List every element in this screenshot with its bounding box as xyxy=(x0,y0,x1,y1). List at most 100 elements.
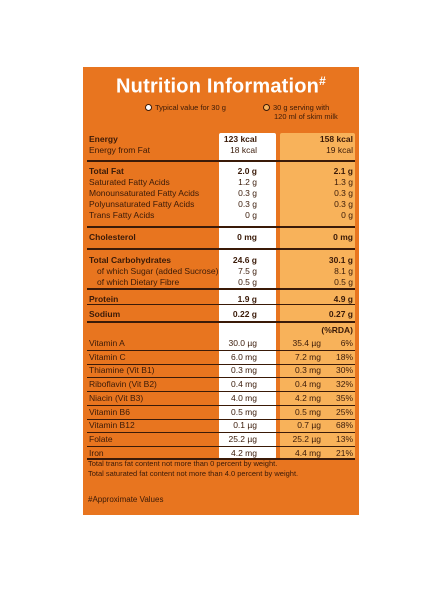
value-serving: 4.9 g xyxy=(333,294,353,304)
value-typical: 25.2 µg xyxy=(228,433,257,444)
row-label: Thiamine (Vit B1) xyxy=(89,365,155,376)
divider-line xyxy=(87,160,355,162)
value-typical: 0 mg xyxy=(237,232,257,242)
value-typical: 0.3 g xyxy=(238,188,257,198)
panel-title: Nutrition Information# xyxy=(116,74,326,98)
value-serving: 0.5 mg xyxy=(295,406,321,417)
value-serving: 2.1 g xyxy=(333,166,353,176)
value-rda: 21% xyxy=(335,447,353,458)
value-typical: 4.2 mg xyxy=(231,447,257,458)
value-typical: 123 kcal xyxy=(223,134,257,144)
value-typical: 0.5 g xyxy=(238,277,257,287)
value-typical: 7.5 g xyxy=(238,266,257,276)
row-label: Total Fat xyxy=(89,166,124,176)
note-trans-fat: Total trans fat content not more than 0 … xyxy=(88,459,278,468)
value-typical: 2.0 g xyxy=(237,166,257,176)
divider-line xyxy=(87,350,355,351)
value-serving: 30.1 g xyxy=(328,255,353,265)
row-label: Riboflavin (Vit B2) xyxy=(89,379,157,390)
row-label: Sodium xyxy=(89,309,121,319)
row-label: Total Carbohydrates xyxy=(89,255,172,265)
value-typical: 0.22 g xyxy=(232,309,257,319)
value-rda: 35% xyxy=(335,392,353,403)
value-serving: 25.2 µg xyxy=(292,433,321,444)
value-serving: 0.3 mg xyxy=(295,365,321,376)
value-typical: 0.1 µg xyxy=(233,420,257,431)
divider-line xyxy=(87,321,355,323)
row-label: Vitamin C xyxy=(89,351,126,362)
value-typical: 18 kcal xyxy=(230,145,257,155)
value-typical: 0.3 g xyxy=(238,199,257,209)
row-label: of which Dietary Fibre xyxy=(97,277,180,287)
column-serving-bg xyxy=(280,133,355,459)
row-label: Vitamin A xyxy=(89,338,125,348)
value-rda: 32% xyxy=(335,379,353,390)
row-label: Saturated Fatty Acids xyxy=(89,177,170,187)
value-serving: 19 kcal xyxy=(326,145,353,155)
divider-line xyxy=(87,304,355,305)
value-typical: 6.0 mg xyxy=(231,351,257,362)
legend-col1: Typical value for 30 g xyxy=(145,103,226,112)
column-typical-bg xyxy=(219,133,276,459)
value-typical: 0.5 mg xyxy=(231,406,257,417)
value-serving: 158 kcal xyxy=(319,134,353,144)
value-serving: 0 mg xyxy=(333,232,353,242)
value-serving: 8.1 g xyxy=(334,266,353,276)
value-rda: 68% xyxy=(335,420,353,431)
nutrition-panel: Nutrition Information# Typical value for… xyxy=(83,67,359,515)
footnote: #Approximate Values xyxy=(88,495,164,504)
row-label: Iron xyxy=(89,447,104,458)
notes: Total trans fat content not more than 0 … xyxy=(88,459,298,479)
divider-line xyxy=(87,404,355,406)
value-rda: 13% xyxy=(335,433,353,444)
value-serving: 7.2 mg xyxy=(295,351,321,362)
value-serving: 0.27 g xyxy=(328,309,353,319)
row-label: Monounsaturated Fatty Acids xyxy=(89,188,200,198)
row-label: Energy xyxy=(89,134,118,144)
divider-line xyxy=(87,432,355,434)
orange-dot-icon xyxy=(263,104,270,111)
value-typical: 30.0 µg xyxy=(228,338,257,348)
divider-line xyxy=(87,391,355,393)
value-typical: 24.6 g xyxy=(232,255,257,265)
value-serving: 1.3 g xyxy=(334,177,353,187)
row-label: of which Sugar (added Sucrose) xyxy=(97,266,219,276)
value-typical: 1.9 g xyxy=(237,294,257,304)
row-label: Energy from Fat xyxy=(89,145,150,155)
value-typical: 1.2 g xyxy=(238,177,257,187)
white-dot-icon xyxy=(145,104,152,111)
divider-line xyxy=(87,288,355,290)
row-label: Vitamin B6 xyxy=(89,406,130,417)
row-label: Folate xyxy=(89,433,113,444)
row-label: Cholesterol xyxy=(89,232,136,242)
rda-header: (%RDA) xyxy=(321,325,353,335)
value-serving: 4.4 mg xyxy=(295,447,321,458)
row-label: Polyunsaturated Fatty Acids xyxy=(89,199,195,209)
divider-line xyxy=(87,226,355,228)
value-rda: 6% xyxy=(340,338,353,348)
note-saturated-fat: Total saturated fat content not more tha… xyxy=(88,469,299,478)
divider-line xyxy=(87,445,355,447)
value-typical: 0.3 mg xyxy=(231,365,257,376)
value-typical: 0.4 mg xyxy=(231,379,257,390)
value-rda: 30% xyxy=(335,365,353,376)
row-label: Niacin (Vit B3) xyxy=(89,392,144,403)
value-serving: 0.5 g xyxy=(334,277,353,287)
value-serving: 0 g xyxy=(341,210,353,220)
divider-line xyxy=(87,363,355,365)
value-serving: 0.3 g xyxy=(334,188,353,198)
row-label: Protein xyxy=(89,294,119,304)
value-serving: 0.3 g xyxy=(334,199,353,209)
value-serving: 0.7 µg xyxy=(297,420,321,431)
value-typical: 0 g xyxy=(245,210,257,220)
divider-line xyxy=(87,248,355,250)
value-serving: 4.2 mg xyxy=(295,392,321,403)
legend-col2: 30 g serving with 120 ml of skim milk xyxy=(263,103,338,121)
divider-line xyxy=(87,377,355,379)
value-serving: 35.4 µg xyxy=(292,338,321,348)
value-rda: 18% xyxy=(335,351,353,362)
value-serving: 0.4 mg xyxy=(295,379,321,390)
value-rda: 25% xyxy=(335,406,353,417)
divider-line xyxy=(87,418,355,420)
row-label: Trans Fatty Acids xyxy=(89,210,155,220)
